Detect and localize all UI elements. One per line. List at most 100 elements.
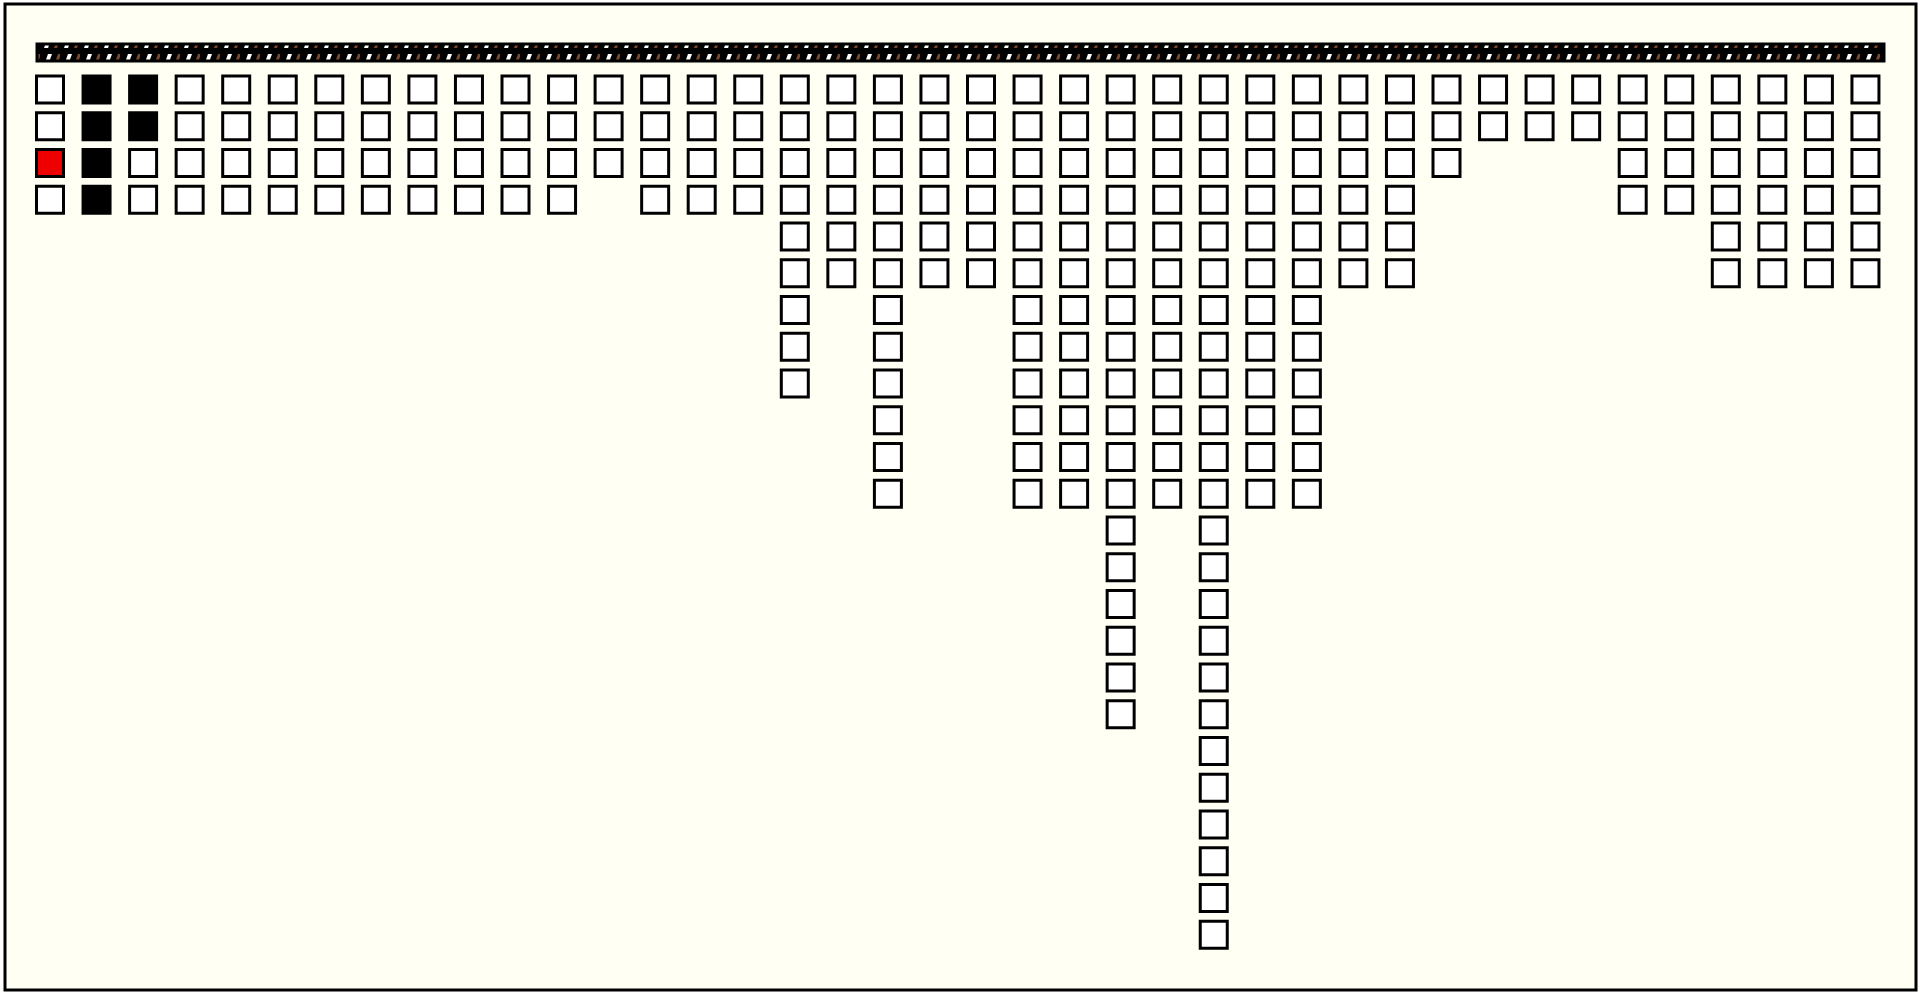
block-cell: [1105, 478, 1136, 509]
block-cell: [1059, 331, 1090, 362]
block-cell: [1059, 221, 1090, 252]
block-cell: [1571, 74, 1602, 105]
block-cell: [1059, 368, 1090, 399]
block-cell: [1291, 331, 1322, 362]
block-column: [267, 74, 298, 215]
block-cell: [919, 148, 950, 178]
block-cell: [1291, 74, 1322, 105]
block-cell: [1198, 295, 1229, 325]
block-column: [1710, 74, 1741, 289]
block-cell: [407, 148, 438, 178]
block-cell: [1012, 148, 1043, 178]
block-cell: [1478, 111, 1509, 142]
block-cell: [826, 148, 857, 178]
block-cell: [1198, 405, 1229, 436]
block-cell: [1198, 772, 1229, 803]
block-cell: [1338, 148, 1369, 178]
block-cell: [779, 331, 810, 362]
block-cell: [1245, 405, 1276, 436]
block-cell: [453, 111, 484, 142]
block-column: [1757, 74, 1788, 289]
block-cell: [81, 184, 112, 215]
block-cell: [966, 74, 996, 105]
block-cell: [1850, 148, 1881, 178]
block-cell: [1710, 111, 1741, 142]
block-cell: [826, 221, 857, 252]
block-cell: [872, 478, 903, 509]
block-cell: [1338, 258, 1369, 289]
block-column: [1617, 74, 1648, 215]
block-cell: [919, 221, 950, 252]
block-cell: [1850, 74, 1881, 105]
block-cell: [1431, 111, 1462, 142]
block-cell: [1198, 515, 1229, 546]
block-cell: [1338, 74, 1369, 105]
block-cell: [966, 258, 996, 289]
block-cell: [1803, 221, 1834, 252]
block-cell: [35, 148, 65, 178]
block-cell: [1431, 148, 1462, 178]
block-cell: [1338, 221, 1369, 252]
block-cell: [686, 148, 717, 178]
block-cell: [360, 74, 391, 105]
block-cell: [686, 111, 717, 142]
block-cell: [267, 148, 298, 178]
block-cell: [1757, 258, 1788, 289]
block-cell: [221, 148, 252, 178]
block-cell: [360, 148, 391, 178]
block-cell: [1245, 221, 1276, 252]
block-cell: [640, 148, 671, 178]
block-cell: [1059, 405, 1090, 436]
block-cell: [1198, 589, 1229, 619]
block-cell: [919, 111, 950, 142]
block-column: [966, 74, 996, 289]
block-cell: [1198, 883, 1229, 913]
block-cell: [1245, 74, 1276, 105]
block-cell: [872, 295, 903, 325]
block-cell: [1617, 184, 1648, 215]
block-cell: [407, 74, 438, 105]
block-cell: [1198, 625, 1229, 656]
block-cell: [1245, 478, 1276, 509]
block-cell: [1105, 221, 1136, 252]
block-cell: [1664, 184, 1695, 215]
block-cell: [779, 295, 810, 325]
block-cell: [593, 148, 624, 178]
block-cell: [267, 111, 298, 142]
block-cell: [966, 221, 996, 252]
block-cell: [1803, 148, 1834, 178]
block-cell: [1664, 111, 1695, 142]
block-cell: [1198, 662, 1229, 693]
block-cell: [1291, 221, 1322, 252]
block-cell: [1850, 111, 1881, 142]
block-cell: [547, 148, 578, 178]
block-cell: [174, 111, 205, 142]
block-cell: [686, 74, 717, 105]
block-cell: [1198, 552, 1229, 583]
block-cell: [360, 184, 391, 215]
block-cell: [547, 184, 578, 215]
block-cell: [1105, 184, 1136, 215]
block-cell: [1012, 221, 1043, 252]
block-cell: [640, 111, 671, 142]
block-cell: [453, 184, 484, 215]
block-cell: [1664, 148, 1695, 178]
block-cell: [1710, 74, 1741, 105]
block-cell: [1757, 148, 1788, 178]
block-cell: [779, 368, 810, 399]
block-cell: [1291, 295, 1322, 325]
block-cell: [779, 111, 810, 142]
block-column: [826, 74, 857, 289]
block-cell: [779, 258, 810, 289]
block-cell: [1105, 148, 1136, 178]
block-cell: [547, 74, 578, 105]
block-cell: [1105, 515, 1136, 546]
block-cell: [919, 258, 950, 289]
block-cell: [1198, 736, 1229, 766]
block-cell: [593, 111, 624, 142]
block-cell: [1198, 919, 1229, 950]
block-column: [35, 74, 65, 215]
block-cell: [1012, 74, 1043, 105]
block-cell: [1245, 184, 1276, 215]
